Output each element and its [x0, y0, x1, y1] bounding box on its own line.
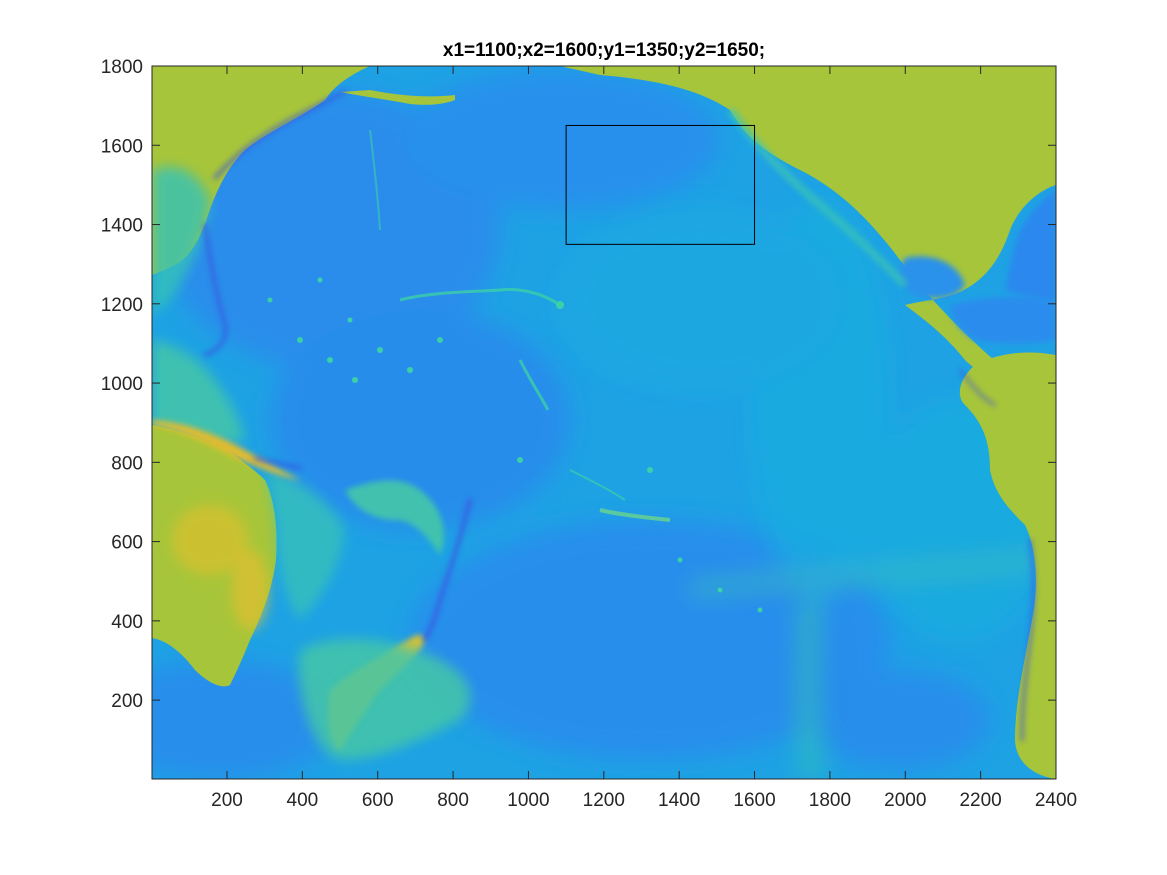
- nz-plateau: [299, 639, 471, 760]
- fiji-shelf: [345, 480, 444, 555]
- y-tick-label: 200: [111, 691, 143, 712]
- land-south-america: [959, 352, 1056, 779]
- x-tick-label: 400: [287, 790, 319, 811]
- y-tick-label: 800: [111, 453, 143, 474]
- x-tick-label: 2400: [1035, 790, 1077, 811]
- alaska-aleutian: [340, 90, 455, 105]
- caribbean-sea: [950, 296, 1056, 344]
- y-tick-label: 1400: [101, 216, 143, 237]
- y-tick-label: 1200: [101, 295, 143, 316]
- y-tick-label: 600: [111, 533, 143, 554]
- x-tick-label: 1200: [583, 790, 625, 811]
- y-axis: 200 400 600 800 1000 1200 1400 1600 1800: [101, 57, 1056, 712]
- y-tick-label: 1000: [101, 374, 143, 395]
- y-tick-label: 400: [111, 612, 143, 633]
- x-tick-label: 800: [437, 790, 469, 811]
- island-chains: [267, 129, 763, 613]
- na-shelf: [726, 107, 908, 288]
- x-tick-label: 200: [211, 790, 243, 811]
- land-asia: [152, 66, 370, 275]
- mid-ocean-rises: [560, 200, 1050, 779]
- land-southeast-asia: [152, 340, 245, 443]
- x-tick-label: 1000: [507, 790, 549, 811]
- x-tick-label: 1400: [658, 790, 700, 811]
- australia-highlands: [172, 505, 268, 630]
- x-tick-label: 1800: [809, 790, 851, 811]
- x-tick-label: 2200: [959, 790, 1001, 811]
- new-guinea: [152, 420, 300, 480]
- x-axis: 200 400 600 800 1000 1200 1400 1600 1800 2000 2200…: [211, 66, 1077, 811]
- trenches: [203, 90, 1035, 742]
- atlantic-corner: [1005, 190, 1056, 300]
- x-tick-label: 2000: [884, 790, 926, 811]
- x-tick-label: 600: [362, 790, 394, 811]
- y-tick-label: 1800: [101, 57, 143, 78]
- plot-area: [152, 66, 1056, 779]
- y-tick-label: 1600: [101, 136, 143, 157]
- coral-sea: [265, 470, 345, 620]
- selection-rectangle: [565, 124, 756, 245]
- x-tick-label: 1600: [733, 790, 775, 811]
- gulf-of-mexico: [900, 256, 965, 299]
- deep-basins: [152, 70, 990, 779]
- asia-shelf: [152, 166, 210, 315]
- chart-title: x1=1100;x2=1600;y1=1350;y2=1650;: [443, 40, 765, 61]
